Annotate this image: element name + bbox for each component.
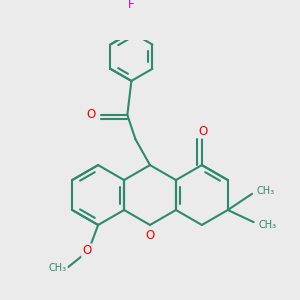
Text: CH₃: CH₃ bbox=[49, 263, 67, 273]
Text: O: O bbox=[86, 108, 95, 122]
Text: O: O bbox=[146, 229, 154, 242]
Text: CH₃: CH₃ bbox=[257, 186, 275, 197]
Text: F: F bbox=[128, 0, 135, 11]
Text: O: O bbox=[199, 124, 208, 138]
Text: O: O bbox=[82, 244, 92, 257]
Text: CH₃: CH₃ bbox=[258, 220, 277, 230]
